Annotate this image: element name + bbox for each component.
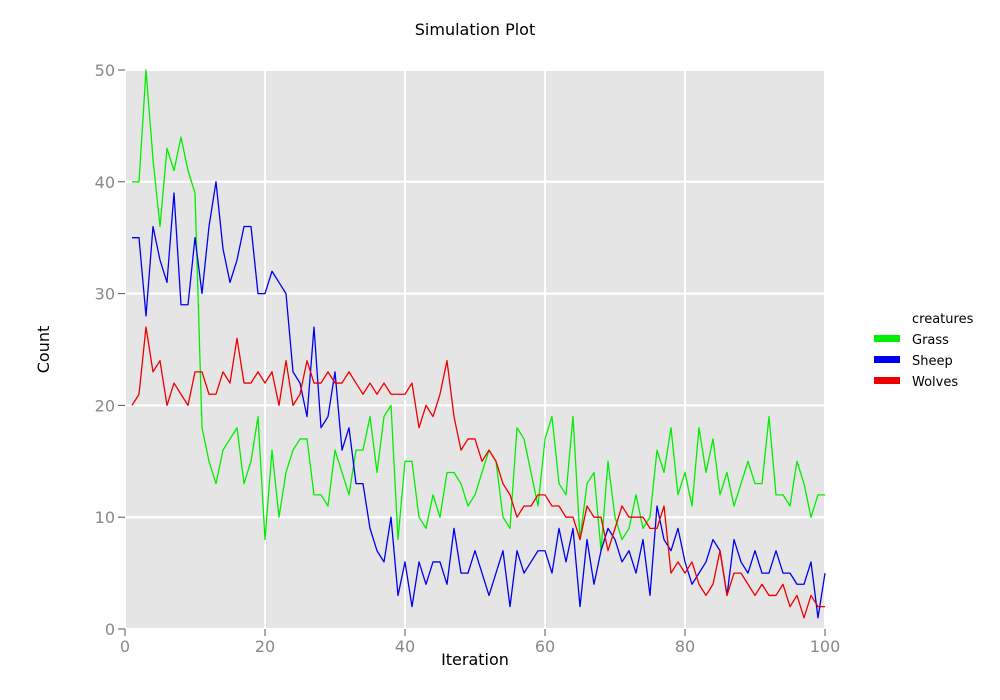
x-tick-label: 60 xyxy=(535,637,555,656)
x-tick-label: 80 xyxy=(675,637,695,656)
grid-lines xyxy=(124,69,826,630)
chart-title: Simulation Plot xyxy=(415,20,535,39)
x-tick-label: 20 xyxy=(255,637,275,656)
y-tick-label: 40 xyxy=(95,173,115,192)
plot-background xyxy=(125,70,825,629)
y-tick-label: 0 xyxy=(105,620,115,639)
y-tick-label: 30 xyxy=(95,285,115,304)
legend: creatures Grass Sheep Wolves xyxy=(874,312,974,390)
legend-swatch-wolves xyxy=(874,377,900,384)
x-tick-label: 100 xyxy=(810,637,841,656)
y-tick-label: 50 xyxy=(95,61,115,80)
y-tick-label: 10 xyxy=(95,508,115,527)
series-lines xyxy=(131,69,826,619)
legend-swatch-sheep xyxy=(874,356,900,363)
series-line-grass xyxy=(132,69,825,552)
legend-label-wolves: Wolves xyxy=(912,375,958,390)
legend-swatch-grass xyxy=(874,335,900,342)
legend-title: creatures xyxy=(912,312,974,327)
tick-labels: 0 10 20 30 40 50 0 20 40 60 80 100 xyxy=(95,61,841,656)
x-tick-label: 40 xyxy=(395,637,415,656)
legend-label-sheep: Sheep xyxy=(912,354,953,369)
x-tick-label: 0 xyxy=(120,637,130,656)
series-line-wolves xyxy=(131,326,825,619)
legend-label-grass: Grass xyxy=(912,333,949,348)
y-tick-label: 20 xyxy=(95,396,115,415)
series-line-sheep xyxy=(132,181,826,619)
x-axis-title: Iteration xyxy=(441,650,509,669)
y-axis-title: Count xyxy=(34,326,53,374)
legend-items: Grass Sheep Wolves xyxy=(874,333,958,390)
axes xyxy=(118,69,826,636)
